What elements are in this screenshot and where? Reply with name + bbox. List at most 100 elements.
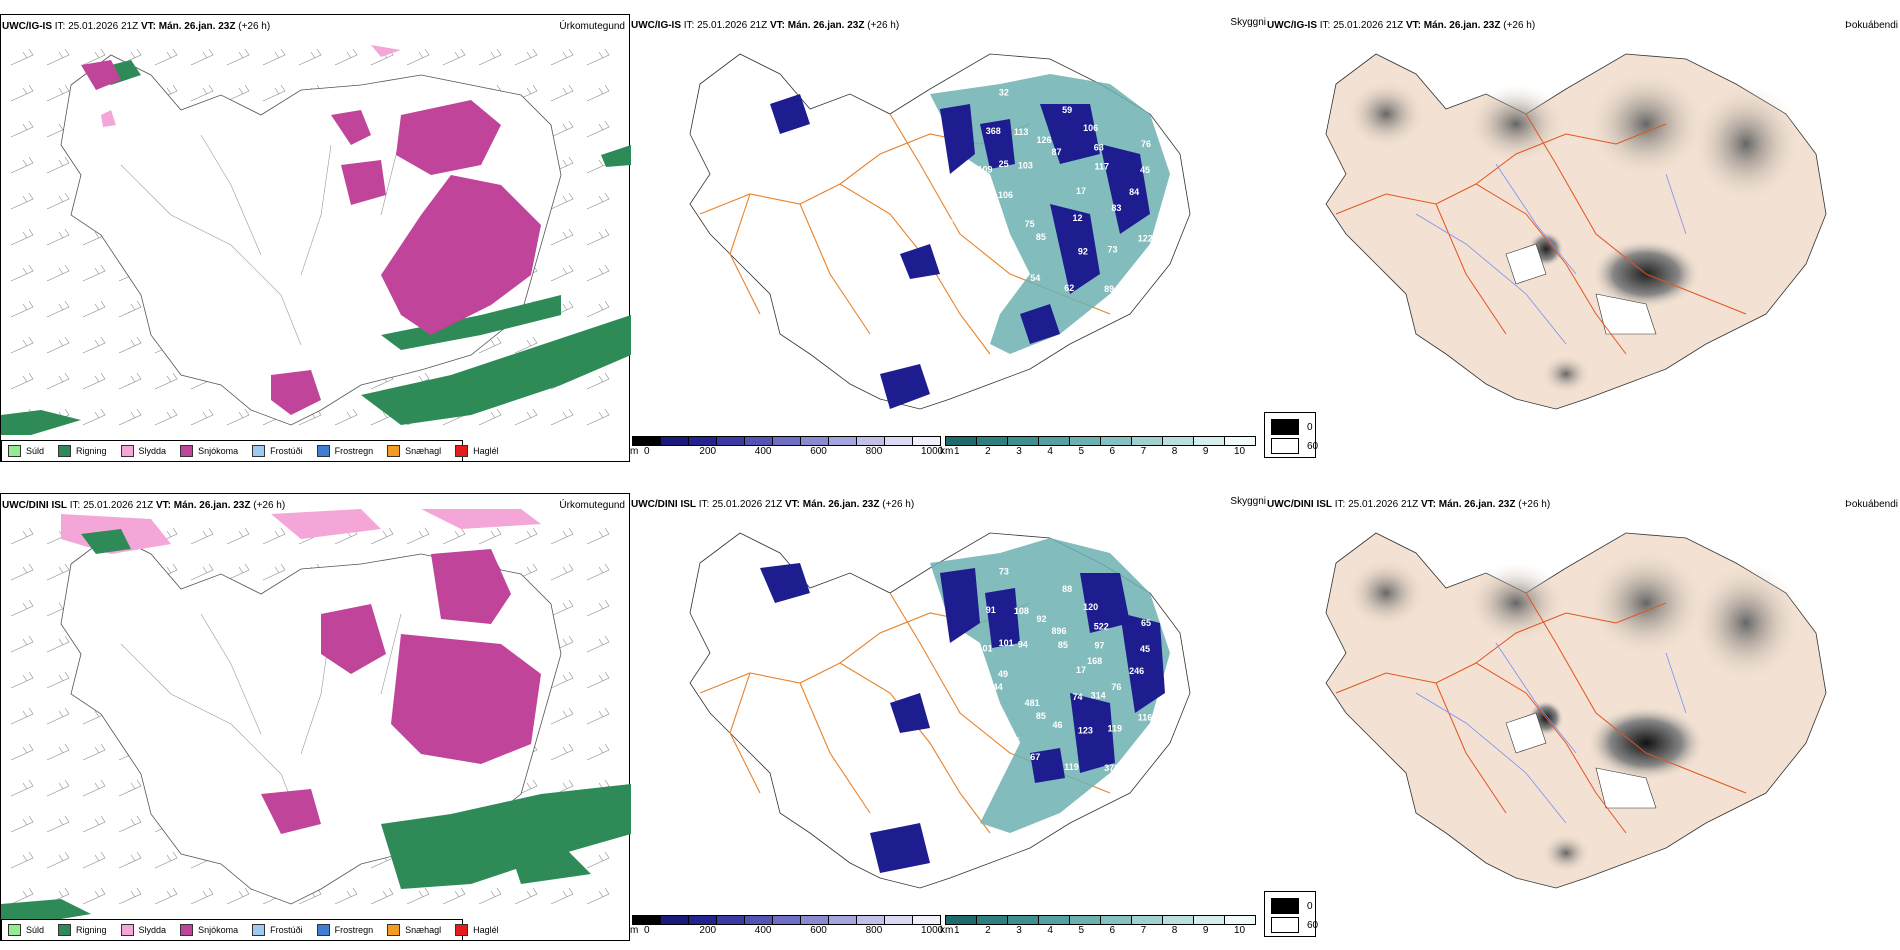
legend-label: Frostúði — [270, 925, 303, 935]
scale-tick: 6 — [1109, 925, 1116, 936]
snow-depth-label: 117 — [1095, 162, 1110, 172]
wind-barb — [406, 887, 430, 905]
wind-barb — [586, 599, 610, 617]
legend-label: Haglél — [473, 446, 499, 456]
scale-tick: 9 — [1202, 925, 1209, 936]
snow-depth-label: 108 — [1014, 606, 1029, 616]
wind-barb — [262, 563, 286, 581]
wind-barb — [10, 851, 34, 869]
wind-barb — [10, 887, 34, 905]
visibility-scale — [945, 436, 1256, 446]
wind-barb — [226, 408, 250, 426]
wind-barb — [10, 120, 34, 138]
wind-barb — [226, 887, 250, 905]
wind-barb — [550, 120, 574, 138]
wind-barb — [10, 264, 34, 282]
wind-barb — [550, 563, 574, 581]
panel-title: Þokuábendi — [1845, 20, 1898, 31]
snow-depth-label: 45 — [1140, 644, 1150, 654]
wind-barb — [514, 408, 538, 426]
snow-depth-label: 91 — [986, 605, 996, 615]
legend-item: Frostúði — [252, 924, 303, 936]
wind-barb — [190, 408, 214, 426]
scale-cell — [745, 915, 773, 925]
wind-barb — [334, 48, 358, 66]
snow-depth-label: 530 — [906, 169, 921, 179]
legend-swatch — [120, 445, 134, 457]
snow-depth-label: 77 — [985, 221, 995, 231]
scale-tick: 2 — [985, 925, 991, 936]
panel-header: UWC/IG-IS IT: 25.01.2026 21Z VT: Mán. 26… — [631, 20, 900, 31]
scale-tick: 8 — [1171, 446, 1178, 457]
legend-swatch — [252, 445, 266, 457]
snow-depth-label: 225 — [1165, 693, 1180, 703]
roads — [699, 592, 1111, 834]
scale-unit: m — [630, 446, 639, 457]
legend-item: Frostúði — [252, 445, 303, 457]
panel-title: Þokuábendi — [1845, 499, 1898, 510]
wind-barb — [10, 671, 34, 689]
snow-depth-label: 89 — [1104, 284, 1114, 294]
legend-swatch — [180, 924, 194, 936]
snow-depth-label: 85 — [1036, 711, 1046, 721]
snow-depth-label: 106 — [998, 190, 1013, 200]
snow-depth-label: 74 — [958, 177, 968, 187]
wind-barb — [82, 815, 106, 833]
scale-cell — [945, 436, 977, 446]
wind-barb — [118, 372, 142, 390]
wind-barb — [550, 671, 574, 689]
panel-header: UWC/IG-IS IT: 25.01.2026 21Z VT: Mán. 26… — [1267, 20, 1536, 31]
wind-barb — [226, 563, 250, 581]
snow-depth-label: 123 — [1078, 725, 1093, 735]
scale-tick: 1000 — [921, 925, 944, 936]
snow-depth-label: 122 — [1138, 233, 1153, 243]
legend-label: Snæhagl — [405, 925, 442, 935]
snow-depth-label: 75 — [1025, 219, 1035, 229]
precip-legend: Súld Rigning Slydda Snjókoma Frostúði Frostre… — [1, 440, 499, 462]
snow-depth-label: 314 — [1091, 691, 1106, 701]
wind-barb — [262, 48, 286, 66]
scale-cell — [632, 915, 661, 925]
wind-barb — [10, 300, 34, 318]
scale-cell — [977, 915, 1008, 925]
fog-legend-top: 0 60 — [1264, 412, 1318, 458]
wind-barb — [46, 779, 70, 797]
wind-barb — [82, 264, 106, 282]
wind-barb — [10, 228, 34, 246]
snow-depth-label: 56 — [942, 724, 952, 734]
scale-cell — [1132, 915, 1163, 925]
wind-barb — [550, 48, 574, 66]
precip-legend: Súld Rigning Slydda Snjókoma Frostúði Frostre… — [1, 919, 499, 941]
legend-swatch — [120, 924, 134, 936]
wind-barb — [586, 228, 610, 246]
snow-depth-label: 126 — [1037, 135, 1052, 145]
wind-barb — [10, 372, 34, 390]
wind-barb — [586, 48, 610, 66]
scale-cell — [1194, 436, 1225, 446]
scale-cell — [801, 915, 829, 925]
legend-item: Haglél — [455, 445, 499, 457]
legend-item: Snæhagl — [387, 924, 441, 936]
wind-barb — [226, 84, 250, 102]
wind-barb — [10, 48, 34, 66]
wind-barb — [586, 300, 610, 318]
snow-map: 17 12 85 77 74 368 59 76 60 89 75 14 109 113 106 45 122 6… — [689, 53, 1191, 410]
roads — [699, 113, 1111, 355]
wind-barb — [190, 48, 214, 66]
legend-swatch — [180, 445, 194, 457]
wind-barb — [190, 887, 214, 905]
scale-tick: 400 — [754, 446, 772, 457]
scale-cell — [773, 915, 801, 925]
rivers — [120, 613, 402, 825]
visibility-scale-labels: km 1 2 3 4 5 6 7 8 9 10 — [940, 446, 1250, 460]
snow-depth-label: 92 — [1078, 246, 1088, 256]
scale-unit: km — [940, 925, 954, 936]
scale-tick: 10 — [1234, 446, 1246, 457]
wind-barb — [118, 336, 142, 354]
snow-depth-label: 103 — [1018, 160, 1033, 170]
wind-barb — [586, 192, 610, 210]
wind-barb — [586, 527, 610, 545]
scale-cell — [632, 436, 661, 446]
scale-tick: 1 — [954, 925, 960, 936]
scale-cell — [717, 436, 745, 446]
